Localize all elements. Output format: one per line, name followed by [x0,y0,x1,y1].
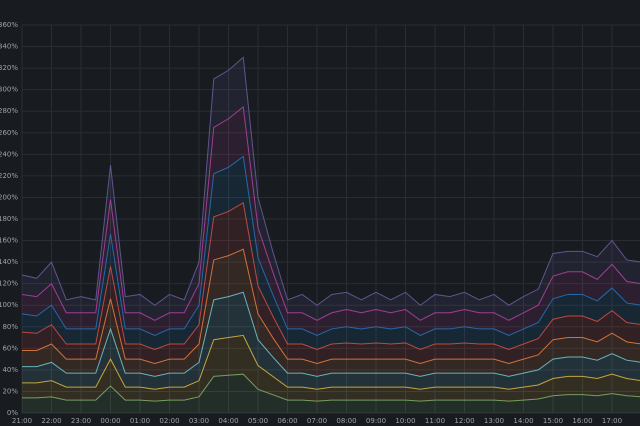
x-tick-label: 02:00 [159,417,179,425]
x-tick-label: 13:00 [484,417,504,425]
y-tick-label: 260% [0,129,18,137]
y-tick-label: 180% [0,215,18,223]
y-tick-label: 220% [0,172,18,180]
x-tick-label: 04:00 [218,417,238,425]
x-tick-label: 03:00 [189,417,209,425]
area-band [22,249,640,377]
series-line [21,105,640,321]
y-tick-label: 60% [2,344,18,352]
y-tick-label: 0% [7,409,18,417]
area-band [22,202,640,364]
series-line [21,155,640,336]
series-line [22,291,640,377]
x-tick-label: 11:00 [425,417,445,425]
series-line [22,334,640,390]
area-band [22,374,640,413]
y-tick-label: 300% [0,86,18,94]
y-tick-label: 80% [2,323,18,331]
x-tick-label: 15:00 [543,417,563,425]
y-tick-label: 140% [0,258,18,266]
x-tick-label: 08:00 [336,417,356,425]
series-line [21,56,640,306]
x-tick-label: 10:00 [395,417,415,425]
y-tick-label: 320% [0,64,18,72]
y-tick-label: 160% [0,237,18,245]
y-tick-label: 280% [0,107,18,115]
x-tick-label: 22:00 [41,417,61,425]
area-band [22,156,640,350]
y-tick-label: 100% [0,301,18,309]
y-tick-label: 340% [0,43,18,51]
x-tick-label: 09:00 [366,417,386,425]
x-tick-label: 17:00 [602,417,622,425]
x-tick-label: 23:00 [71,417,91,425]
x-tick-label: 01:00 [130,417,150,425]
x-tick-label: 16:00 [572,417,592,425]
y-tick-label: 200% [0,193,18,201]
x-tick-label: 05:00 [248,417,268,425]
area-band [22,292,640,390]
y-tick-label: 40% [2,366,18,374]
x-tick-label: 06:00 [277,417,297,425]
x-tick-label: 14:00 [513,417,533,425]
x-tick-label: 12:00 [454,417,474,425]
series-line [21,202,640,350]
y-tick-label: 120% [0,280,18,288]
area-band [22,335,640,402]
x-tick-label: 07:00 [307,417,327,425]
series-line [22,373,640,402]
y-tick-label: 360% [0,21,18,29]
y-tick-label: 240% [0,150,18,158]
y-tick-label: 20% [2,387,18,395]
x-tick-label: 21:00 [12,417,32,425]
x-tick-label: 00:00 [100,417,120,425]
series-line [22,248,640,364]
